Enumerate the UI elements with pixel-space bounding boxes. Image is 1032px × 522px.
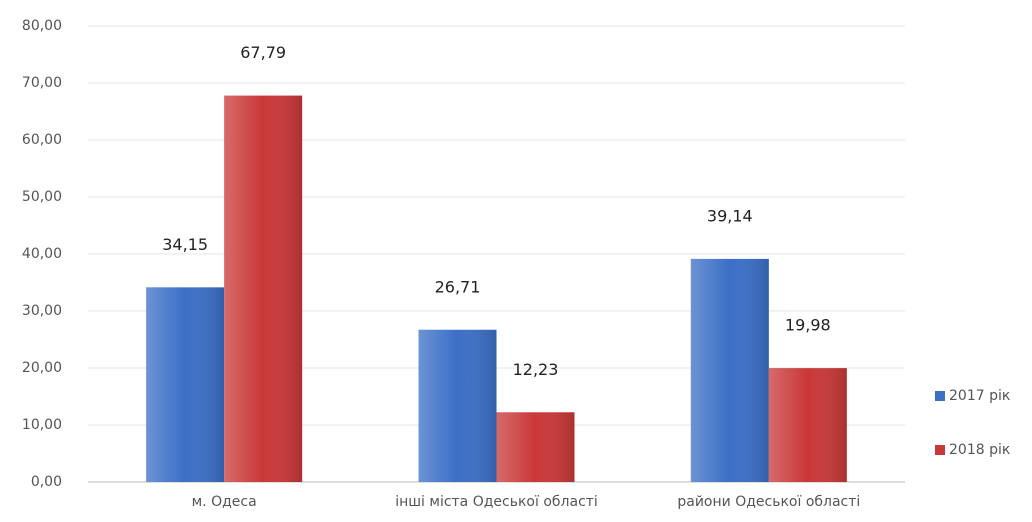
y-tick-label: 60,00 bbox=[22, 132, 62, 148]
y-tick-label: 40,00 bbox=[22, 246, 62, 262]
x-tick-label: інші міста Одеської області bbox=[395, 494, 598, 510]
legend-swatch bbox=[935, 445, 945, 455]
bar-shine bbox=[418, 329, 497, 482]
value-label: 12,23 bbox=[513, 360, 559, 379]
y-tick-label: 10,00 bbox=[22, 417, 62, 433]
bar-shine bbox=[690, 258, 769, 482]
bar-shine bbox=[146, 287, 225, 482]
bar-shine bbox=[768, 368, 847, 482]
value-label: 26,71 bbox=[435, 277, 481, 296]
bar-shine bbox=[496, 412, 575, 482]
y-tick-label: 50,00 bbox=[22, 189, 62, 205]
value-label: 34,15 bbox=[162, 235, 208, 254]
x-tick-label: райони Одеської області bbox=[677, 494, 860, 510]
y-tick-label: 0,00 bbox=[31, 474, 62, 490]
y-tick-label: 20,00 bbox=[22, 360, 62, 376]
legend-label: 2017 рік bbox=[949, 388, 1010, 404]
y-tick-label: 30,00 bbox=[22, 303, 62, 319]
value-label: 19,98 bbox=[785, 316, 831, 335]
legend-label: 2018 рік bbox=[949, 442, 1010, 458]
bar-shine bbox=[224, 95, 303, 483]
value-label: 39,14 bbox=[707, 206, 753, 225]
legend-swatch bbox=[935, 391, 945, 401]
value-label: 67,79 bbox=[240, 43, 286, 62]
y-tick-label: 80,00 bbox=[22, 18, 62, 34]
x-tick-label: м. Одеса bbox=[192, 494, 257, 510]
y-tick-label: 70,00 bbox=[22, 75, 62, 91]
